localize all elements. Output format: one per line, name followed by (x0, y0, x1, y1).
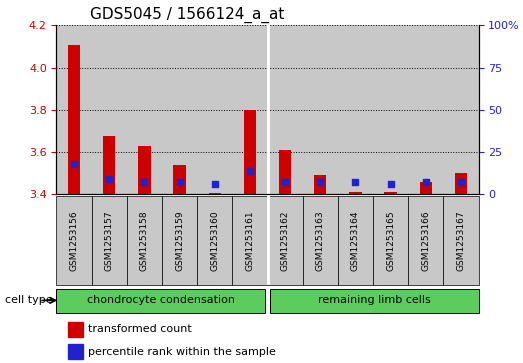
Text: GSM1253160: GSM1253160 (210, 210, 219, 271)
Bar (92, 196, 127, 285)
Bar (127, 25, 162, 194)
Bar (408, 196, 444, 285)
Point (457, 179, 465, 185)
Text: cell type: cell type (5, 295, 53, 305)
Bar (232, 25, 267, 194)
Bar (349, 192, 361, 194)
Bar (270, 289, 479, 313)
Point (351, 179, 360, 185)
Point (246, 168, 254, 174)
Bar (138, 146, 151, 194)
Bar (56, 196, 92, 285)
Point (316, 179, 324, 185)
Bar (174, 165, 186, 194)
Point (140, 179, 149, 185)
Bar (68, 45, 80, 194)
Bar (444, 196, 479, 285)
Text: GSM1253164: GSM1253164 (351, 210, 360, 271)
Text: GSM1253156: GSM1253156 (70, 210, 78, 271)
Text: GSM1253158: GSM1253158 (140, 210, 149, 271)
Bar (303, 25, 338, 194)
Text: GSM1253157: GSM1253157 (105, 210, 113, 271)
Bar (56, 25, 92, 194)
Bar (373, 196, 408, 285)
Bar (338, 196, 373, 285)
Point (211, 181, 219, 187)
Bar (419, 182, 432, 194)
Bar (279, 150, 291, 194)
Text: GSM1253162: GSM1253162 (281, 210, 290, 271)
Text: GSM1253163: GSM1253163 (316, 210, 325, 271)
Text: transformed count: transformed count (88, 325, 191, 334)
Point (422, 179, 430, 185)
Bar (162, 196, 197, 285)
Text: GSM1253165: GSM1253165 (386, 210, 395, 271)
Bar (103, 136, 116, 194)
Bar (197, 25, 232, 194)
Point (105, 176, 113, 182)
Text: GDS5045 / 1566124_a_at: GDS5045 / 1566124_a_at (90, 7, 285, 23)
Bar (162, 25, 197, 194)
Bar (303, 196, 338, 285)
Bar (56, 289, 265, 313)
Text: chondrocyte condensation: chondrocyte condensation (87, 295, 235, 305)
Bar (244, 110, 256, 194)
Bar (197, 196, 232, 285)
Bar (338, 25, 373, 194)
Text: GSM1253161: GSM1253161 (245, 210, 254, 271)
Bar (314, 175, 326, 194)
Bar (267, 25, 303, 194)
Bar (444, 25, 479, 194)
Text: GSM1253166: GSM1253166 (422, 210, 430, 271)
Bar (209, 193, 221, 194)
Bar (373, 25, 408, 194)
Text: percentile rank within the sample: percentile rank within the sample (88, 347, 276, 357)
Point (281, 179, 289, 185)
Bar (455, 173, 467, 194)
Point (386, 181, 395, 187)
Bar (384, 192, 397, 194)
Bar (68, 322, 83, 337)
Bar (68, 344, 83, 359)
Text: remaining limb cells: remaining limb cells (318, 295, 431, 305)
Bar (127, 196, 162, 285)
Point (175, 179, 184, 185)
Text: GSM1253159: GSM1253159 (175, 210, 184, 271)
Point (70, 161, 78, 167)
Text: GSM1253167: GSM1253167 (457, 210, 465, 271)
Bar (267, 196, 303, 285)
Bar (92, 25, 127, 194)
Bar (232, 196, 267, 285)
Bar (408, 25, 444, 194)
